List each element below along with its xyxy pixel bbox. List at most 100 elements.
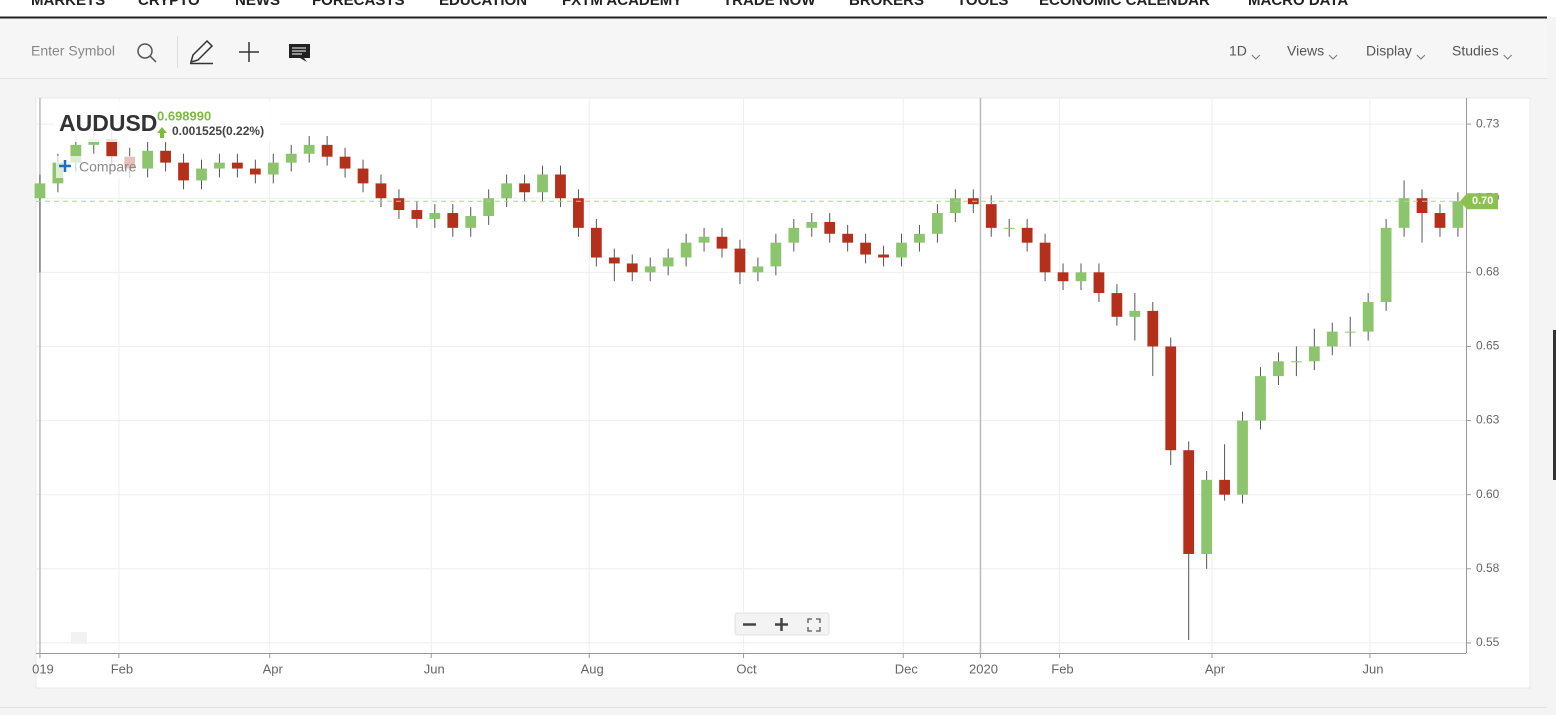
candle-body	[555, 174, 566, 199]
candle-body	[178, 162, 189, 181]
nav-item[interactable]: FORECASTS	[312, 0, 405, 9]
compare-label[interactable]: Compare	[79, 159, 137, 175]
candle-body	[716, 236, 728, 249]
candle-body	[1093, 272, 1105, 294]
price-tag-label: 0.70	[1472, 195, 1493, 207]
candle-body	[1165, 346, 1177, 451]
x-tick-label: Apr	[1205, 661, 1226, 676]
x-tick-label: Aug	[581, 661, 604, 676]
nav-item[interactable]: TRADE NOW	[723, 0, 816, 9]
last-price: 0.698990	[157, 108, 211, 123]
candle-body	[1434, 213, 1446, 228]
x-tick-label: 2020	[969, 661, 998, 676]
candle-body	[357, 168, 369, 184]
nav-item[interactable]: CRYPTO	[138, 0, 200, 9]
header-box	[54, 102, 280, 142]
candle-body	[447, 213, 459, 228]
candle-body	[752, 266, 764, 273]
candle-body	[1057, 272, 1069, 282]
candle-body	[465, 215, 477, 228]
candle-body	[1398, 198, 1410, 228]
candle-body	[249, 168, 261, 175]
symbol-title: AUDUSD	[59, 110, 157, 136]
candle-body	[196, 168, 207, 181]
search-icon[interactable]	[137, 43, 157, 63]
chart-card	[35, 97, 1531, 689]
candle-body	[537, 174, 548, 193]
x-tick-label: Feb	[111, 661, 133, 676]
candle-body	[698, 236, 710, 243]
candle-body	[1039, 242, 1051, 273]
candle-body	[267, 162, 279, 175]
candle-body	[590, 227, 602, 258]
candle-body	[662, 257, 674, 267]
candle-body	[285, 153, 297, 163]
price-tag	[1460, 193, 1498, 210]
candle-body	[1290, 361, 1302, 363]
candle-body	[1380, 227, 1392, 302]
candle-body	[303, 144, 315, 154]
candle-body	[1326, 331, 1338, 347]
candle-body	[232, 162, 243, 169]
candle-body	[1129, 310, 1141, 317]
menu-chevron	[1328, 54, 1338, 60]
candle-body	[34, 183, 46, 199]
y-tick-label: 0.55	[1476, 635, 1500, 649]
candle-body	[1219, 479, 1230, 495]
candle-body	[734, 248, 746, 273]
toolbar	[0, 19, 1547, 79]
candle-body	[878, 254, 889, 258]
x-tick-label: Apr	[263, 661, 284, 676]
nav-item[interactable]: MACRO DATA	[1248, 0, 1348, 9]
nav-item[interactable]: NEWS	[235, 0, 280, 9]
candle-body	[770, 242, 782, 267]
edge-strip	[1553, 330, 1556, 480]
plot: 0.55 0.58 0.60 0.63 0.65 0.68 0.70 0.73 019 Feb Ap…	[32, 98, 1500, 676]
up-arrow	[157, 127, 167, 138]
candle-body	[573, 198, 584, 228]
candle-body	[483, 198, 495, 216]
candle-body	[1344, 331, 1356, 333]
candle-body	[214, 162, 225, 169]
nav-item[interactable]: TOOLS	[957, 0, 1008, 9]
candle-body	[339, 156, 351, 169]
compare-button[interactable]: Compare	[56, 156, 140, 178]
candle-body	[70, 144, 82, 163]
symbol-input[interactable]: Enter Symbol	[31, 43, 115, 59]
nav-item[interactable]: EDUCATION	[439, 0, 527, 9]
nav-bar	[0, 0, 1556, 17]
menu-item[interactable]: 1D	[1229, 43, 1247, 59]
x-tick-label: Feb	[1051, 661, 1073, 676]
candle-body	[1308, 346, 1320, 362]
candle-body	[860, 242, 871, 255]
candle-body	[1237, 420, 1248, 495]
nav-item[interactable]: BROKERS	[849, 0, 924, 9]
nav-item[interactable]: FXTM ACADEMY	[562, 0, 682, 9]
menu-item[interactable]: Display	[1366, 43, 1412, 59]
add-icon[interactable]	[239, 42, 259, 62]
candle-body	[788, 227, 800, 243]
candle-body	[1003, 227, 1015, 229]
candle-body	[160, 150, 171, 163]
candle-body	[644, 266, 656, 273]
candle-body	[393, 198, 405, 211]
x-tick-label: Oct	[736, 661, 757, 676]
candle-body	[1255, 376, 1266, 421]
y-tick-label: 0.58	[1476, 561, 1500, 575]
menu-item[interactable]: Studies	[1452, 43, 1499, 59]
candle-body	[106, 138, 118, 157]
candle-body	[949, 198, 961, 214]
home-button[interactable]	[71, 632, 87, 644]
candle-body	[321, 144, 333, 157]
candle-body	[806, 221, 818, 228]
zoom-controls[interactable]	[734, 612, 830, 636]
candle-body	[411, 210, 423, 219]
nav-item[interactable]: ECONOMIC CALENDAR	[1039, 0, 1210, 9]
nav-item[interactable]: MARKETS	[31, 0, 105, 9]
y-tick-label: 0.65	[1476, 339, 1500, 353]
menu-item[interactable]: Views	[1287, 43, 1324, 59]
comment-icon[interactable]	[289, 44, 310, 62]
draw-icon[interactable]	[189, 39, 214, 65]
candle-body	[842, 233, 854, 243]
